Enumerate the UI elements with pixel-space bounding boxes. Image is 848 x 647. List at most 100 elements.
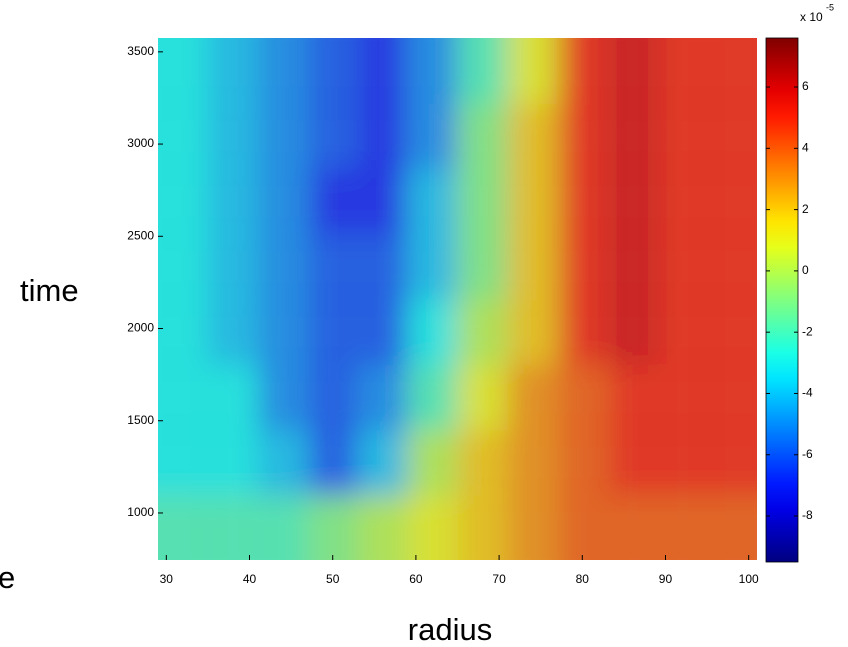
- y-tick-label: 2000: [127, 321, 154, 335]
- heatmap-cell: [457, 364, 509, 431]
- colorbar-frame: [765, 37, 799, 563]
- heatmap-cell: [407, 168, 459, 235]
- x-tick-label: 80: [576, 572, 590, 586]
- colorbar-label: x 10: [800, 10, 823, 24]
- heatmap-cell: [507, 364, 559, 431]
- heatmap-cell: [707, 102, 757, 170]
- heatmap-cell: [357, 233, 409, 300]
- heatmap-cell: [507, 102, 559, 170]
- heatmap-cell: [257, 233, 309, 300]
- heatmap-cell: [607, 168, 659, 235]
- heatmap-cell: [707, 364, 757, 431]
- heatmap-cell: [158, 168, 209, 235]
- heatmap-cell: [407, 364, 459, 431]
- heatmap-cell: [407, 102, 459, 170]
- heatmap-cell: [257, 102, 309, 170]
- heatmap-cell: [457, 494, 509, 560]
- heatmap-cell: [407, 494, 459, 560]
- heatmap-cell: [207, 233, 259, 300]
- y-tick-label: 1500: [127, 413, 154, 427]
- heatmap-cell: [357, 429, 409, 496]
- heatmap-cell: [507, 429, 559, 496]
- heatmap-cell: [457, 298, 509, 366]
- heatmap-cell: [707, 494, 757, 560]
- heatmap-cell: [257, 168, 309, 235]
- heatmap-cell: [158, 429, 209, 496]
- heatmap-cell: [657, 38, 709, 104]
- heatmap-cell: [407, 429, 459, 496]
- heatmap-cell: [607, 102, 659, 170]
- x-tick-label: 30: [160, 572, 174, 586]
- heatmap-cell: [307, 38, 359, 104]
- heatmap-cell: [707, 38, 757, 104]
- colorbar-tick-label: -8: [802, 508, 813, 522]
- colorbar-tick-label: -4: [802, 386, 813, 400]
- heatmap-cell: [307, 168, 359, 235]
- colorbar-tick-label: -2: [802, 324, 813, 338]
- heatmap-cell: [158, 233, 209, 300]
- y-axis-label: time: [20, 273, 79, 308]
- colorbar-exponent: -5: [826, 2, 834, 12]
- heatmap-cell: [607, 429, 659, 496]
- heatmap-cell: [457, 38, 509, 104]
- heatmap-cell: [158, 298, 209, 366]
- heatmap-cell: [207, 494, 259, 560]
- heatmap-cell: [707, 298, 757, 366]
- heatmap-cell: [307, 364, 359, 431]
- cut-label: e: [0, 560, 15, 595]
- x-tick-label: 60: [409, 572, 423, 586]
- heatmap-cell: [357, 298, 409, 366]
- heatmap-cell: [507, 494, 559, 560]
- heatmap-cell: [557, 233, 609, 300]
- heatmap-cell: [158, 494, 209, 560]
- heatmap-cell: [707, 233, 757, 300]
- y-tick-label: 2500: [127, 228, 154, 242]
- heatmap-cell: [707, 429, 757, 496]
- heatmap-cell: [257, 494, 309, 560]
- heatmap-cell: [557, 102, 609, 170]
- heatmap-cell: [158, 364, 209, 431]
- heatmap-cell: [207, 364, 259, 431]
- heatmap-cell: [557, 298, 609, 366]
- shade: [158, 38, 757, 560]
- heatmap-cell: [407, 298, 459, 366]
- heatmap-cell: [657, 364, 709, 431]
- heatmap-cell: [307, 494, 359, 560]
- heatmap-cell: [357, 38, 409, 104]
- heatmap-cell: [357, 102, 409, 170]
- heatmap-cell: [457, 233, 509, 300]
- heatmap-cell: [557, 494, 609, 560]
- x-tick-label: 40: [243, 572, 257, 586]
- heatmap-cell: [657, 168, 709, 235]
- heatmap-cell: [257, 429, 309, 496]
- heatmap-cell: [607, 364, 659, 431]
- heatmap-cell: [307, 102, 359, 170]
- y-tick-label: 3500: [127, 44, 154, 58]
- heatmap-cell: [207, 429, 259, 496]
- heatmap-cell: [457, 168, 509, 235]
- heatmap-cell: [357, 494, 409, 560]
- heatmap-cell: [207, 168, 259, 235]
- heatmap-cell: [707, 168, 757, 235]
- x-axis-label: radius: [408, 612, 492, 647]
- x-tick-label: 100: [739, 572, 759, 586]
- heatmap-cell: [507, 38, 559, 104]
- heatmap-cell: [257, 364, 309, 431]
- heatmap-cell: [657, 429, 709, 496]
- heatmap-cell: [207, 298, 259, 366]
- heatmap-cell: [158, 102, 209, 170]
- heatmap-cell: [357, 168, 409, 235]
- heatmap-cell: [507, 233, 559, 300]
- heatmap-cell: [307, 429, 359, 496]
- heatmap-cell: [257, 38, 309, 104]
- heatmap-cell: [657, 102, 709, 170]
- heatmap-cell: [557, 168, 609, 235]
- colorbar-tick-label: 6: [802, 79, 809, 93]
- heatmap-cell: [207, 38, 259, 104]
- heatmap-cell: [607, 38, 659, 104]
- heatmap-cell: [457, 429, 509, 496]
- y-tick-label: 1000: [127, 505, 154, 519]
- heatmap-cell: [507, 298, 559, 366]
- x-tick-label: 90: [659, 572, 673, 586]
- x-tick-label: 50: [326, 572, 340, 586]
